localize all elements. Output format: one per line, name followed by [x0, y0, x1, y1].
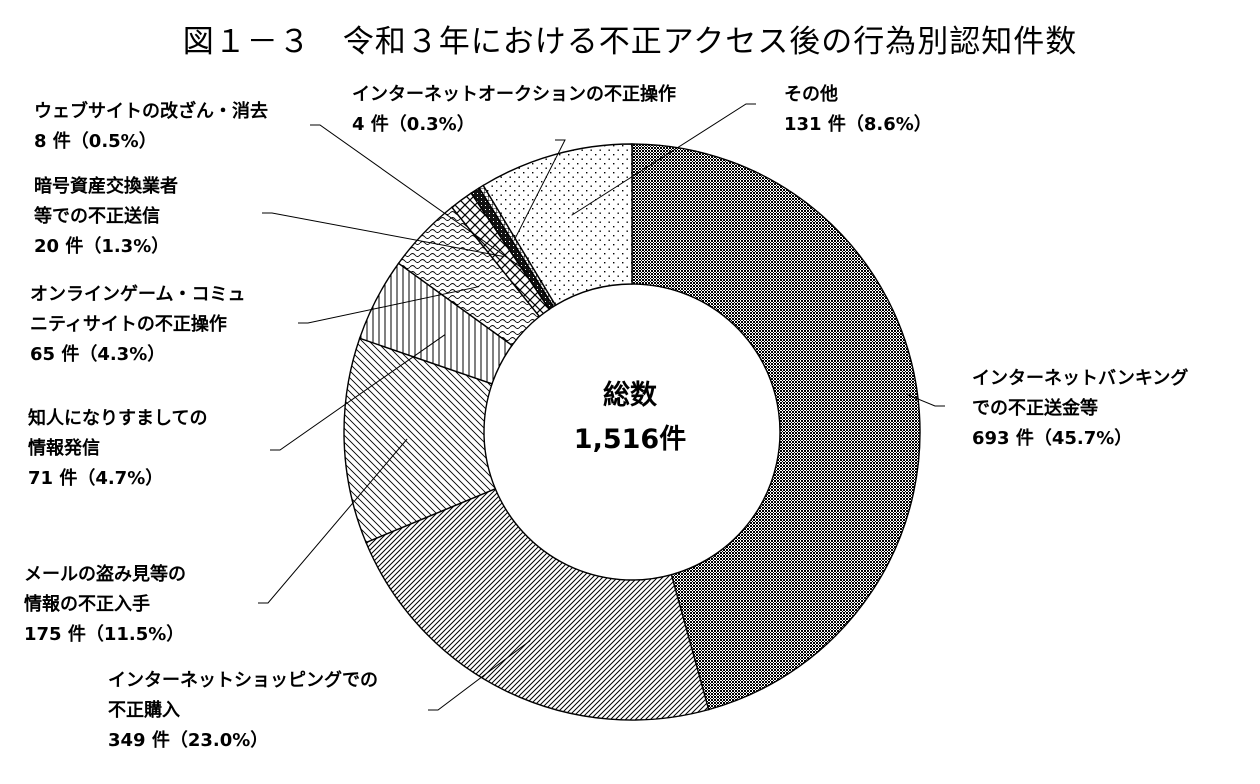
slice-label-value: 349 件（23.0%） — [108, 730, 269, 751]
slice-label-value: 20 件（1.3%） — [34, 236, 170, 257]
leader-line — [513, 139, 566, 241]
slices-group — [343, 143, 921, 721]
slice-label-name: その他 — [784, 84, 838, 105]
slice-label-value: 131 件（8.6%） — [784, 114, 932, 135]
slice-label-name: での不正送金等 — [972, 398, 1098, 419]
slice-label-name: 情報発信 — [28, 438, 100, 459]
slice-label-name: インターネットバンキング — [972, 368, 1189, 389]
pie-slice — [482, 143, 633, 307]
slice-label: メールの盗み見等の 情報の不正入手 175 件（11.5%） — [24, 560, 186, 650]
leader-line — [298, 286, 480, 324]
slice-label-value: 693 件（45.7%） — [972, 428, 1133, 449]
slice-label-value: 4 件（0.3%） — [352, 114, 475, 135]
leader-line — [907, 394, 945, 407]
slice-label-value: 71 件（4.7%） — [28, 468, 164, 489]
slice-label-name: ウェブサイトの改ざん・消去 — [34, 101, 268, 122]
slice-label-name: 不正購入 — [108, 700, 180, 721]
slice-label-value: 175 件（11.5%） — [24, 624, 185, 645]
slice-label-name: ニティサイトの不正操作 — [30, 314, 227, 335]
slice-label-name: 情報の不正入手 — [24, 594, 150, 615]
slice-label-name: オンラインゲーム・コミュ — [30, 284, 246, 305]
leader-line — [310, 124, 529, 274]
leader-line — [428, 640, 531, 711]
leader-line — [262, 212, 503, 257]
leader-lines-group — [258, 103, 945, 711]
slice-label-name: インターネットオークションの不正操作 — [352, 84, 676, 105]
slice-label: インターネットショッピングでの 不正購入 349 件（23.0%） — [108, 666, 378, 756]
slice-label-name: 知人になりすましての — [28, 408, 208, 429]
slice-label: 暗号資産交換業者 等での不正送信 20 件（1.3%） — [34, 172, 178, 262]
chart-title: 図１－３ 令和３年における不正アクセス後の行為別認知件数 — [182, 24, 1078, 60]
slice-label-name: メールの盗み見等の — [24, 564, 186, 585]
slice-label-name: 暗号資産交換業者 — [34, 176, 178, 197]
pie-slice — [365, 487, 710, 721]
center-total-value: 1,516件 — [573, 424, 687, 455]
pie-slice — [631, 143, 921, 711]
slice-label: オンラインゲーム・コミュ ニティサイトの不正操作 65 件（4.3%） — [30, 280, 245, 370]
slice-label: ウェブサイトの改ざん・消去 8 件（0.5%） — [34, 97, 268, 157]
slice-label-name: インターネットショッピングでの — [108, 670, 378, 691]
center-total: 総数 1,516件 — [560, 374, 700, 462]
leader-line — [270, 334, 446, 451]
slice-label-value: 8 件（0.5%） — [34, 131, 157, 152]
leader-line — [258, 438, 408, 604]
slice-label-name: 等での不正送信 — [34, 206, 160, 227]
slice-label: その他 131 件（8.6%） — [784, 80, 932, 140]
slice-label: 知人になりすましての 情報発信 71 件（4.7%） — [28, 404, 207, 494]
slice-label-value: 65 件（4.3%） — [30, 344, 166, 365]
leader-line — [571, 103, 756, 216]
center-label: 総数 — [603, 380, 657, 411]
slice-label: インターネットバンキング での不正送金等 693 件（45.7%） — [972, 364, 1188, 454]
slice-label: インターネットオークションの不正操作 4 件（0.3%） — [352, 80, 676, 140]
